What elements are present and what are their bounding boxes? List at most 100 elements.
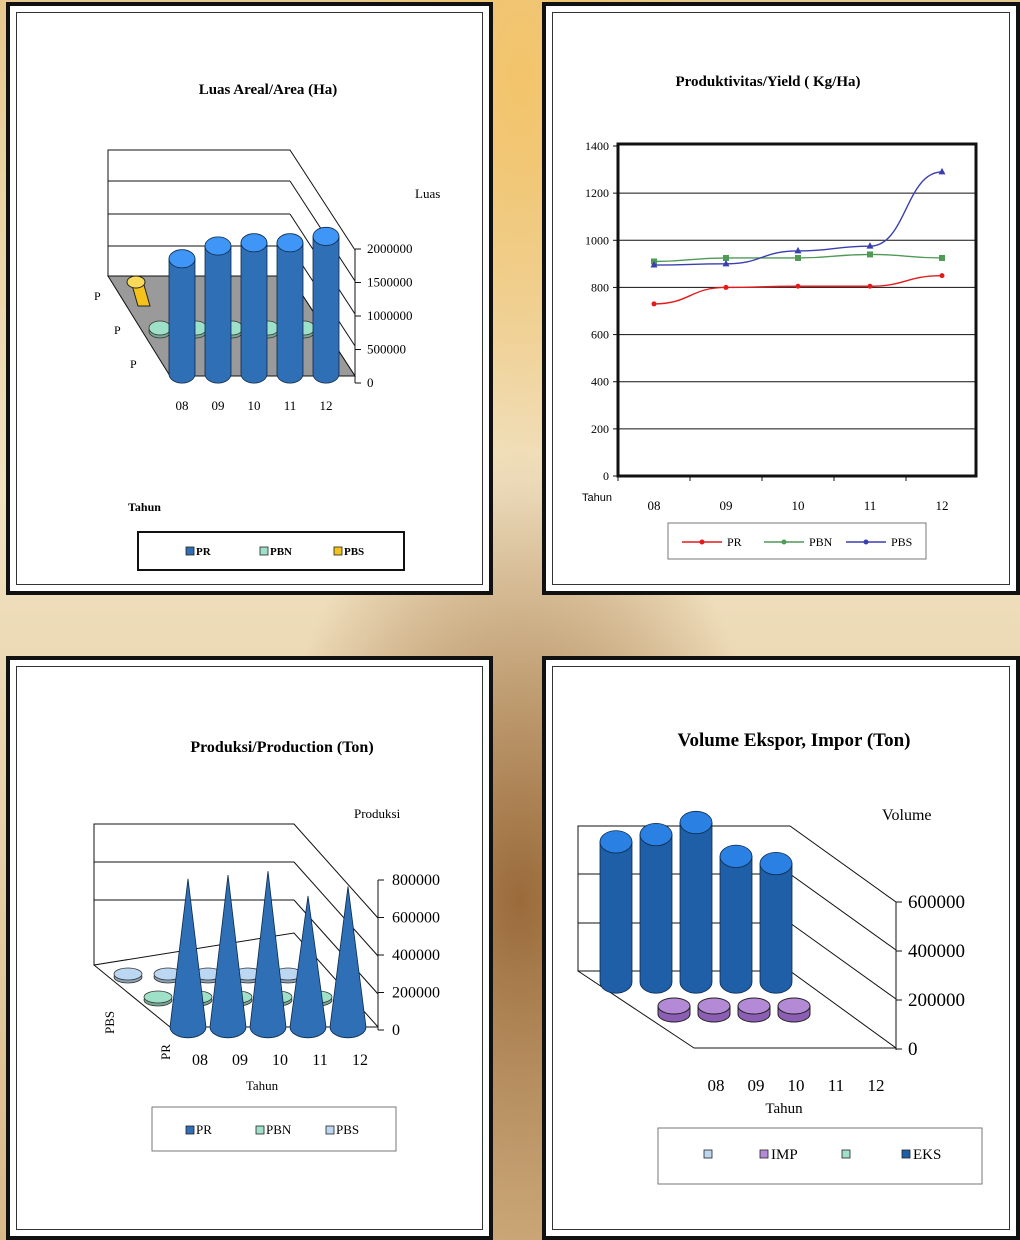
production-chart-panel: Produksi/Production (Ton) Produksi 80000… [6,656,493,1240]
pr-bar [209,874,247,1039]
pr-bar-body [276,242,304,384]
data-point [794,246,802,254]
pr-bar-body [204,245,232,384]
chart-title: Produktivitas/Yield ( Kg/Ha) [675,74,860,90]
pbs-bar-top [113,967,143,981]
production-chart: Produksi/Production (Ton) Produksi 80000… [93,739,440,1152]
legend-label: PBS [891,535,912,549]
data-point [651,301,657,307]
x-tick-label: 11 [312,1052,327,1069]
plot-area [616,142,978,478]
panel-frame [552,12,1010,585]
legend-label: PBS [336,1122,359,1137]
legend: PR PBN PBS [185,546,364,558]
data-point [722,259,730,267]
legend-swatch [759,1149,769,1159]
y-tick-label: 400000 [908,941,965,962]
pr-bar [168,249,196,384]
eks-bar-top [599,830,633,854]
y-tick-label: 200000 [908,990,965,1011]
x-tick-label: 12 [868,1076,885,1095]
data-point [723,284,729,290]
pr-bar [329,886,367,1039]
z-axis-label: Volume [882,807,931,824]
data-point [866,242,874,249]
x-axis-label: Tahun [765,1101,803,1117]
bars-group [126,226,340,384]
x-tick-label: 10 [248,398,261,413]
x-ticks: 08 09 10 11 12 [176,398,333,413]
pr-bar-body [249,871,287,1039]
eks-bar-body [639,834,673,994]
x-tick-label: 09 [748,1076,765,1095]
imp-bar-top [777,997,811,1015]
gridlines [618,192,976,430]
pr-bar-body [329,886,367,1039]
bars-group [599,810,811,1023]
x-tick-label: 11 [828,1076,844,1095]
legend-label: PBS [344,546,364,558]
bars-group [113,871,367,1039]
yield-chart-panel: Produktivitas/Yield ( Kg/Ha) 1400 1200 100… [542,2,1020,595]
x-axis-label: Tahun [246,1078,279,1093]
eks-bar [679,810,713,994]
legend-swatch [255,1125,265,1135]
imp-bar-top [737,997,771,1015]
y-tick-label: 0 [392,1022,400,1039]
chart-title: Volume Ekspor, Impor (Ton) [677,730,910,751]
y-tick-label: 1000 [585,233,609,247]
pr-bar-body [312,236,340,384]
y-tick-label: 2000000 [367,241,413,256]
y-tick-label: 0 [603,469,609,483]
imp-bar [737,997,771,1023]
data-point [795,283,801,289]
y-tick-label: 600000 [908,892,965,913]
eks-bar [599,830,633,994]
y-tick-label: 0 [908,1039,918,1060]
x-tick-label: 12 [352,1052,368,1069]
x-tick-label: 12 [320,398,333,413]
y-tick-label: 400000 [392,947,440,964]
eks-bar-top [639,822,673,847]
chart-title: Produksi/Production (Ton) [190,739,373,756]
depth-labels: P P P [94,289,137,371]
pr-bar-body [169,878,207,1039]
depth-label: P [94,289,101,303]
z-axis-label: Produksi [354,806,401,821]
y-tick-label: 600 [591,328,609,342]
export-import-chart-panel: Volume Ekspor, Impor (Ton) Volume 600000… [542,656,1020,1240]
legend-label: PR [196,1122,212,1137]
pbs-bar [153,967,183,984]
depth-label: PBS [102,1011,117,1034]
x-tick-label: 12 [936,498,949,513]
legend-swatch [325,1125,335,1135]
x-tick-label: 11 [864,498,877,513]
pr-bar [240,233,268,384]
pr-bar-top [240,233,268,253]
pbn-bar-top [148,320,172,336]
area-chart-panel: Luas Areal/Area (Ha) Luas 2000000 1500000… [6,2,493,595]
y-ticks: 800000 600000 400000 200000 0 [377,872,440,1039]
x-tick-label: 08 [708,1076,725,1095]
y-tick-label: 200 [591,422,609,436]
legend-box [137,531,405,571]
pr-bar-body [289,895,327,1039]
y-ticks: 1400 1200 1000 800 600 400 200 0 [585,139,618,483]
eks-bar-body [599,841,633,994]
pr-bar-body [240,242,268,384]
x-tick-label: 09 [232,1052,248,1069]
legend-swatch [185,1125,195,1135]
pr-bar [169,878,207,1039]
pr-bar-body [168,258,196,384]
y-tick-label: 800 [591,280,609,294]
data-point [939,273,945,279]
y-ticks: 600000 400000 200000 0 [895,892,965,1060]
legend-swatch [259,546,269,556]
pr-bar [204,236,232,384]
legend: PR PBN PBS [682,535,912,549]
pr-bar [276,233,304,384]
depth-label: P [114,323,121,337]
x-tick-label: 08 [192,1052,208,1069]
series-lines [650,167,946,307]
pr-bar-body [209,874,247,1039]
